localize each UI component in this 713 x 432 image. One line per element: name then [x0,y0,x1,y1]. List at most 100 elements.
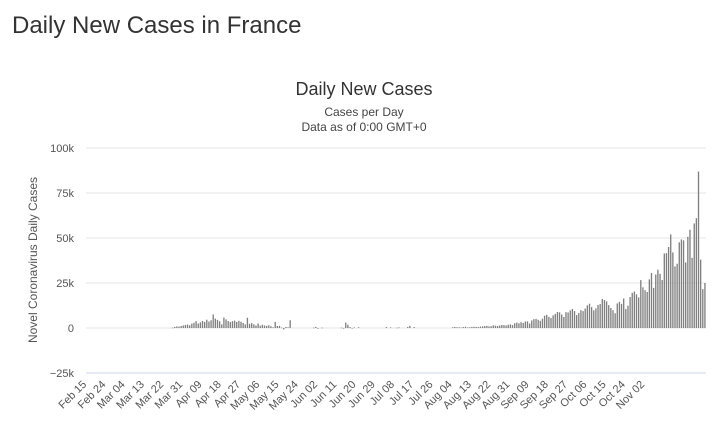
bar [539,320,541,328]
bar [608,305,610,328]
bar [550,317,552,328]
bar [599,304,601,328]
bar [287,327,289,328]
bar [270,326,272,328]
bar [702,289,704,328]
bar [246,317,249,328]
bar [231,321,234,328]
bar [697,171,700,328]
bar [533,319,535,328]
bar [537,319,539,328]
bar [541,318,544,328]
bar [580,310,582,328]
bar [454,326,456,328]
bar [625,309,627,328]
bar [646,292,648,328]
bar [507,324,509,328]
bar [496,326,499,328]
bar [516,322,518,328]
bar [265,325,268,328]
bar [274,321,276,328]
bar [473,326,475,328]
bar [171,327,174,329]
bar [674,266,676,328]
bar [197,323,199,328]
bar [460,327,462,329]
bar [595,308,597,328]
bar [208,321,210,328]
bar [484,326,486,328]
y-axis-label: Novel Coronavirus Daily Cases [26,177,40,343]
bar [268,325,270,328]
bar [693,223,695,328]
bar [637,297,640,328]
bar [479,326,482,328]
bar [665,253,668,328]
bar [276,326,279,328]
bar [174,326,176,328]
bar [283,328,285,330]
bar [229,322,231,328]
bar [518,323,520,328]
bar [236,321,238,328]
bar [398,327,400,329]
bar [488,326,490,328]
bar [614,313,616,328]
bar [642,287,644,328]
bar [597,304,599,328]
bar [685,262,687,328]
bar [407,326,409,328]
bar [593,310,595,328]
bar [451,327,454,328]
bar [317,328,319,329]
bar [261,324,264,328]
bar [494,325,497,328]
bar [618,301,621,328]
bar [565,312,567,328]
bar [248,323,251,328]
bar [528,323,531,328]
y-tick-label: −25k [50,368,75,380]
bar [561,314,563,328]
bar [313,327,315,329]
bar [184,324,187,328]
bar [396,327,398,329]
y-tick-label: 0 [68,323,74,335]
bars [171,171,706,330]
bar [548,316,550,328]
bar [212,314,214,328]
bar [627,305,629,328]
bar [413,327,415,328]
bar [586,305,589,328]
bar [552,315,554,328]
bar [481,326,484,328]
bar [648,279,651,328]
bar [509,324,512,328]
bar [569,310,571,328]
bar [503,325,505,328]
bar [278,325,281,328]
bar [203,321,206,328]
bar [582,311,584,328]
bar [520,322,522,328]
bar [631,292,633,328]
chart-subtitle: Cases per Day [324,105,403,119]
bar [206,319,208,328]
bar [257,323,259,328]
bar [603,300,606,328]
bar [578,313,580,328]
bar [644,290,646,328]
bar [466,327,469,329]
bar [663,253,665,328]
bar [263,325,266,328]
bar [251,323,253,328]
bar [385,327,388,328]
chart-data-date: Data as of 0:00 GMT+0 [301,120,426,134]
bar [351,328,353,329]
bar [475,326,477,328]
bar [691,257,693,328]
bar [218,321,221,328]
bar [342,328,345,329]
bar [490,326,492,328]
bar [695,218,698,328]
